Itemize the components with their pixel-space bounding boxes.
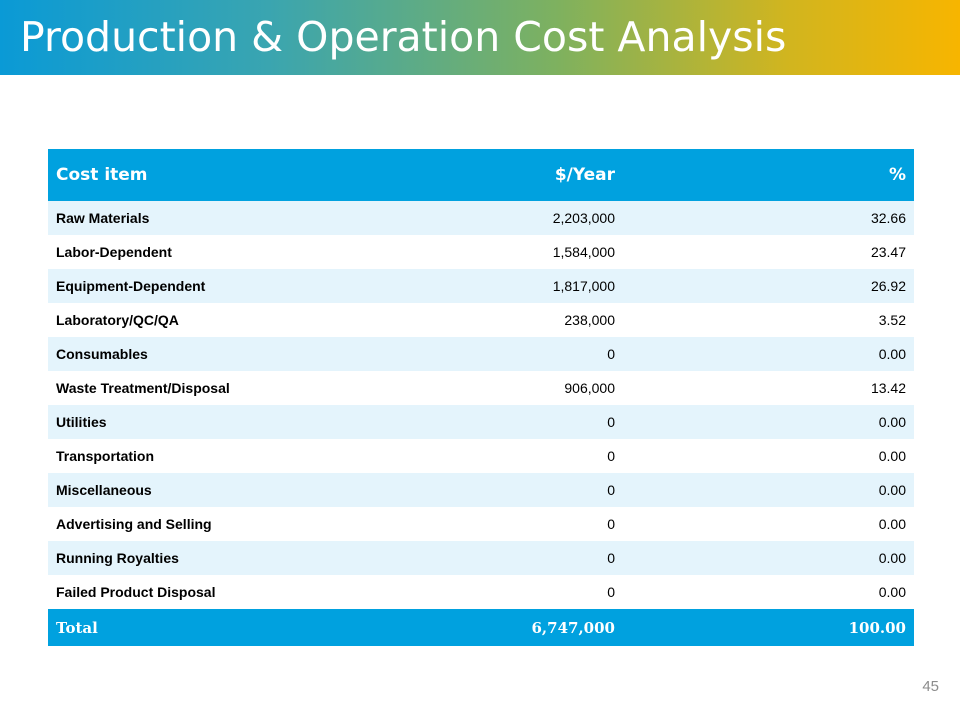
cost-item-cell: Laboratory/QC/QA (48, 303, 429, 337)
total-percent: 100.00 (623, 609, 914, 646)
table-row: Equipment-Dependent 1,817,000 26.92 (48, 269, 914, 303)
cost-item-cell: Equipment-Dependent (48, 269, 429, 303)
percent-cell: 26.92 (623, 269, 914, 303)
cost-item-cell: Running Royalties (48, 541, 429, 575)
per-year-cell: 238,000 (429, 303, 623, 337)
cost-item-cell: Waste Treatment/Disposal (48, 371, 429, 405)
cost-item-cell: Raw Materials (48, 201, 429, 235)
cost-item-cell: Labor-Dependent (48, 235, 429, 269)
per-year-cell: 2,203,000 (429, 201, 623, 235)
slide-title: Production & Operation Cost Analysis (20, 13, 787, 61)
percent-cell: 0.00 (623, 405, 914, 439)
cost-item-cell: Transportation (48, 439, 429, 473)
percent-cell: 0.00 (623, 541, 914, 575)
table-row: Running Royalties 0 0.00 (48, 541, 914, 575)
cost-item-cell: Miscellaneous (48, 473, 429, 507)
table-row: Failed Product Disposal 0 0.00 (48, 575, 914, 609)
percent-cell: 0.00 (623, 473, 914, 507)
cost-table: Cost item $/Year % Raw Materials 2,203,0… (48, 149, 914, 646)
cost-item-cell: Failed Product Disposal (48, 575, 429, 609)
page-number: 45 (922, 678, 939, 695)
table-row: Advertising and Selling 0 0.00 (48, 507, 914, 541)
per-year-cell: 0 (429, 337, 623, 371)
per-year-cell: 0 (429, 405, 623, 439)
percent-cell: 32.66 (623, 201, 914, 235)
percent-cell: 0.00 (623, 439, 914, 473)
table-row: Raw Materials 2,203,000 32.66 (48, 201, 914, 235)
table-row: Laboratory/QC/QA 238,000 3.52 (48, 303, 914, 337)
per-year-cell: 1,584,000 (429, 235, 623, 269)
per-year-cell: 1,817,000 (429, 269, 623, 303)
per-year-cell: 906,000 (429, 371, 623, 405)
cost-item-cell: Consumables (48, 337, 429, 371)
table-row: Labor-Dependent 1,584,000 23.47 (48, 235, 914, 269)
table-row: Consumables 0 0.00 (48, 337, 914, 371)
per-year-cell: 0 (429, 473, 623, 507)
header-percent: % (623, 149, 914, 201)
table-total-row: Total 6,747,000 100.00 (48, 609, 914, 646)
cost-item-cell: Utilities (48, 405, 429, 439)
title-bar: Production & Operation Cost Analysis (0, 0, 960, 75)
header-cost-item: Cost item (48, 149, 429, 201)
table-row: Miscellaneous 0 0.00 (48, 473, 914, 507)
percent-cell: 13.42 (623, 371, 914, 405)
per-year-cell: 0 (429, 541, 623, 575)
table-header-row: Cost item $/Year % (48, 149, 914, 201)
percent-cell: 0.00 (623, 337, 914, 371)
percent-cell: 23.47 (623, 235, 914, 269)
per-year-cell: 0 (429, 439, 623, 473)
per-year-cell: 0 (429, 575, 623, 609)
table-row: Transportation 0 0.00 (48, 439, 914, 473)
table-row: Waste Treatment/Disposal 906,000 13.42 (48, 371, 914, 405)
header-per-year: $/Year (429, 149, 623, 201)
total-label: Total (48, 609, 429, 646)
percent-cell: 0.00 (623, 507, 914, 541)
per-year-cell: 0 (429, 507, 623, 541)
table-row: Utilities 0 0.00 (48, 405, 914, 439)
total-per-year: 6,747,000 (429, 609, 623, 646)
cost-item-cell: Advertising and Selling (48, 507, 429, 541)
percent-cell: 0.00 (623, 575, 914, 609)
percent-cell: 3.52 (623, 303, 914, 337)
